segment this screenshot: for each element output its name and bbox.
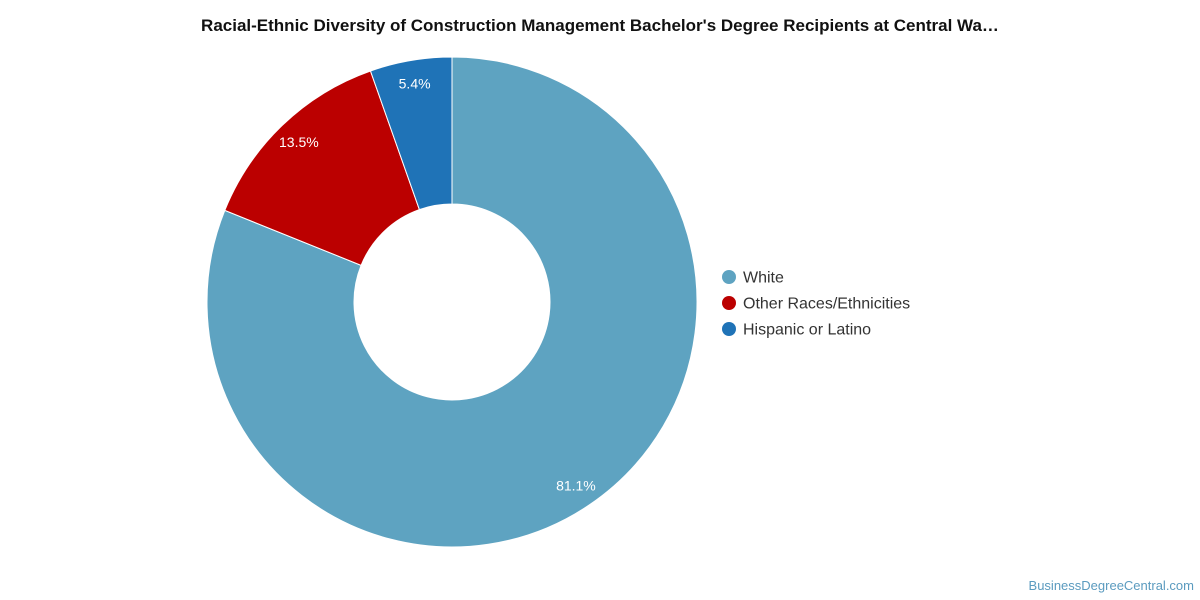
legend-label-other-races-ethnicities: Other Races/Ethnicities [743,296,910,313]
slice-labels-group: 81.1% 13.5% 5.4% [279,76,596,494]
slices-group [206,56,698,548]
watermark: BusinessDegreeCentral.com [1028,578,1194,593]
legend-label-white: White [743,270,784,287]
slice-hispanic-or-latino [369,56,453,211]
legend-marker-other-races-ethnicities [722,296,736,310]
chart-title: Racial-Ethnic Diversity of Construction … [201,16,999,35]
legend-marker-white [722,270,736,284]
legend-label-hispanic-or-latino: Hispanic or Latino [743,322,871,339]
legend: White Other Races/Ethnicities Hispanic or … [722,270,910,339]
slice-label-other-races-ethnicities: 13.5% [279,134,319,150]
legend-marker-hispanic-or-latino [722,322,736,336]
slice-white [206,56,698,548]
slice-other-races-ethnicities [224,70,421,267]
slice-label-hispanic-or-latino: 5.4% [399,76,431,92]
slice-label-white: 81.1% [556,478,596,494]
